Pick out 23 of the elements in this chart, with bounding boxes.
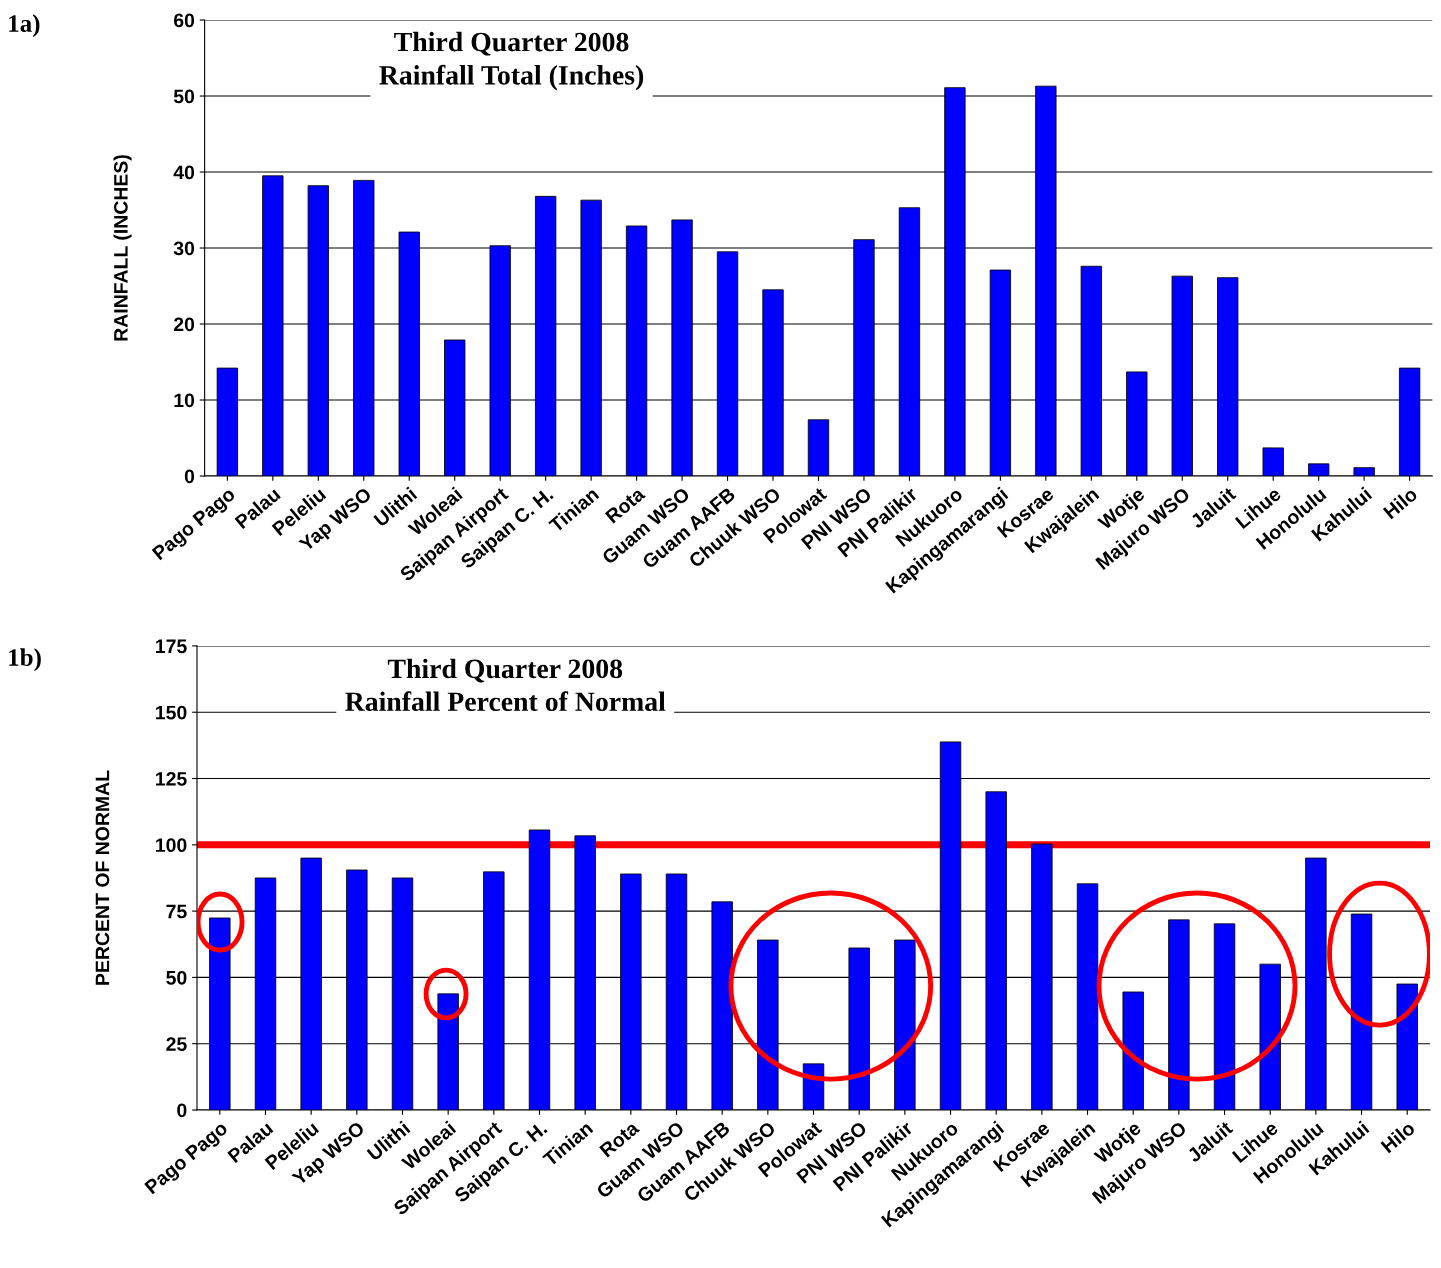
text: Third Quarter 2008 Rainfall Percent of Normal	[345, 658, 666, 712]
y-tick-label: 60	[173, 13, 195, 28]
y-tick-label: 10	[174, 393, 195, 408]
x-tick-label: Hilo	[1382, 486, 1419, 520]
text: 1b)	[9, 648, 41, 672]
y-axis-title: RAINFALL (INCHES)	[113, 155, 132, 341]
y-tick-label: 150	[156, 705, 187, 720]
y-axis-title: PERCENT OF NORMAL	[95, 770, 110, 985]
y-tick-label: 0	[177, 1103, 187, 1118]
y-tick-label: 30	[173, 241, 195, 256]
y-tick-label: 0	[184, 469, 195, 484]
y-tick-label: 50	[173, 89, 195, 104]
y-tick-label: 20	[173, 317, 195, 332]
y-tick-label: 40	[173, 165, 195, 180]
text: 1a)	[9, 14, 40, 38]
y-tick-label: 75	[166, 904, 187, 919]
y-tick-label: 175	[156, 639, 187, 654]
text: Third Quarter 2008 Rainfall Total (Inches)	[379, 31, 644, 91]
y-tick-label: 125	[156, 771, 187, 786]
y-tick-label: 50	[166, 970, 187, 985]
y-tick-label: 25	[166, 1037, 187, 1051]
x-tick-label: Hilo	[1380, 1120, 1416, 1154]
y-tick-label: 100	[156, 838, 187, 853]
